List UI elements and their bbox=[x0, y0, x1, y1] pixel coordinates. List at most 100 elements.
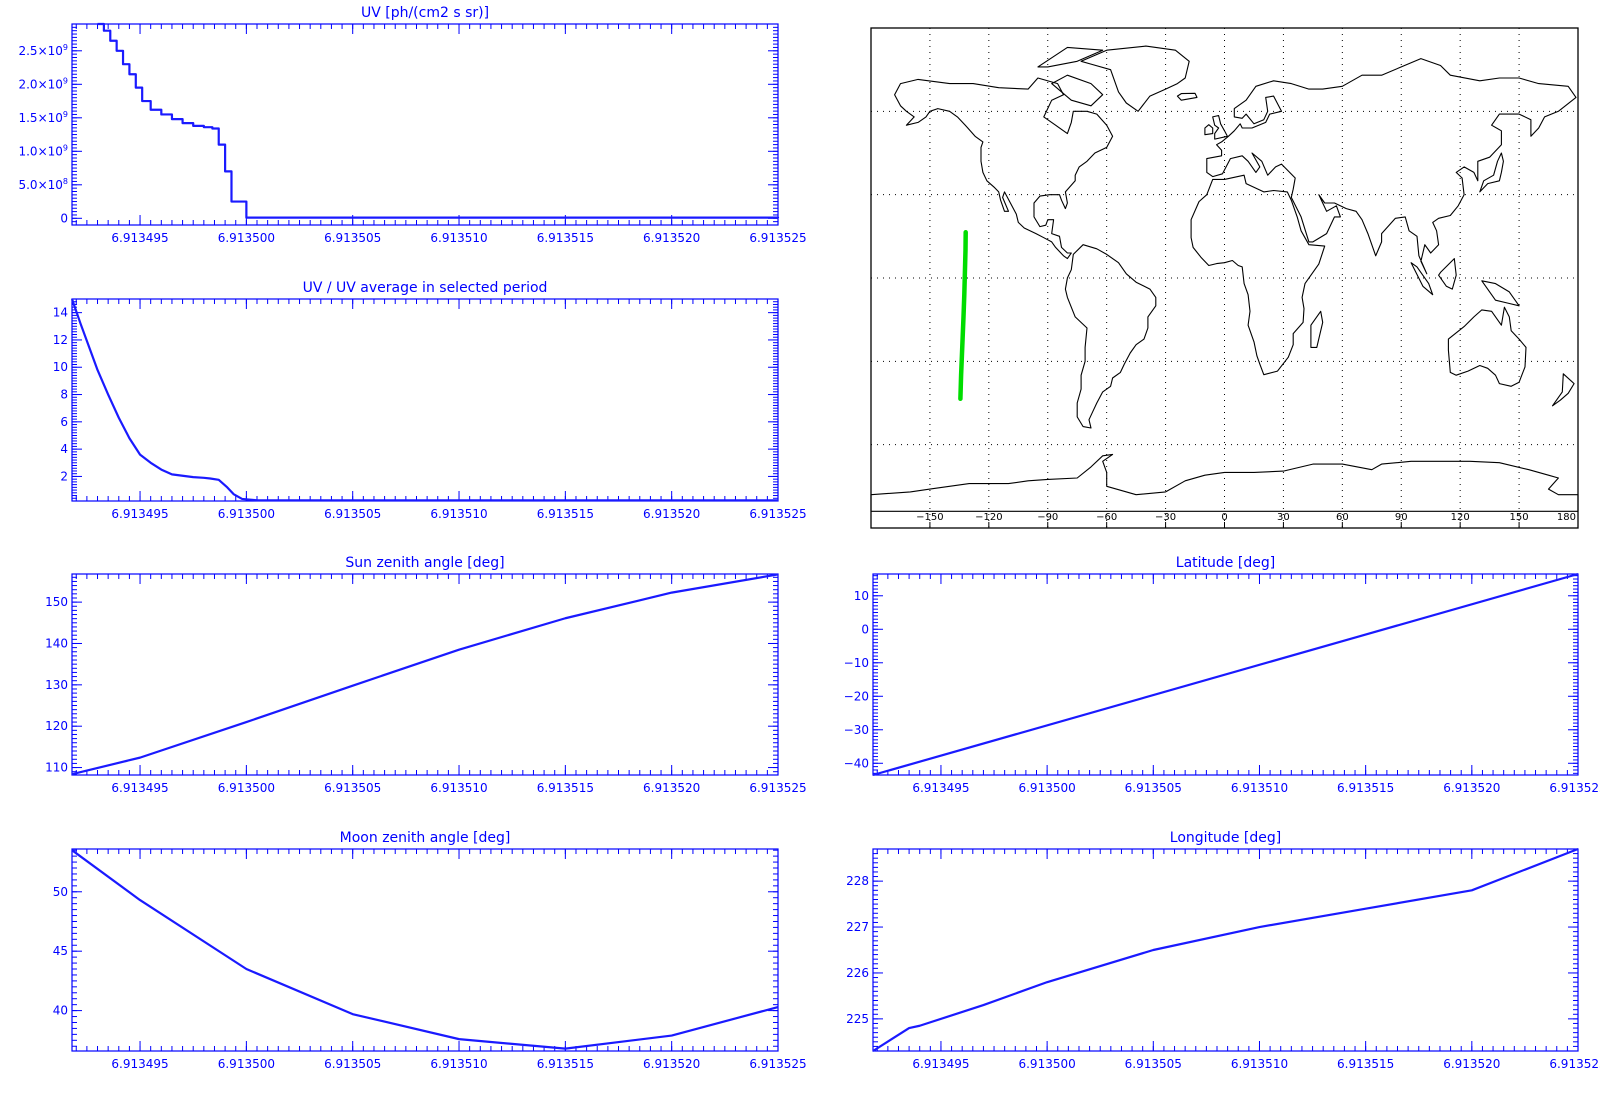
y-tick-exponent: 9 bbox=[63, 76, 68, 85]
coastline-new-guinea bbox=[1481, 280, 1520, 307]
x-tick-label: 6.913495 bbox=[111, 781, 168, 795]
panel-uv: UV [ph/(cm2 s sr)] 6.913495 6.913500 6.9135… bbox=[18, 5, 806, 245]
map-lon-label: −60 bbox=[1096, 512, 1117, 523]
x-tick-label: 6.913495 bbox=[111, 507, 168, 521]
map-lon-label: 150 bbox=[1510, 512, 1529, 523]
map-lon-label: 60 bbox=[1336, 512, 1349, 523]
coastline-japan bbox=[1479, 152, 1504, 193]
coastline-greenland bbox=[1080, 45, 1190, 112]
x-tick-label: 6.913515 bbox=[537, 231, 594, 245]
y-tick-mantissa: 0 bbox=[60, 211, 68, 225]
x-tick-label: 6.913515 bbox=[1337, 1057, 1394, 1071]
x-tick-label: 6.913510 bbox=[1231, 1057, 1288, 1071]
coastline-new-zealand bbox=[1551, 373, 1575, 407]
series-line-uv_ratio bbox=[70, 298, 778, 502]
chart-title: Longitude [deg] bbox=[1170, 830, 1281, 846]
coastline-antarctica bbox=[870, 453, 1579, 512]
x-tick-label: 6.913510 bbox=[1231, 781, 1288, 795]
x-tick-label: 6.913500 bbox=[218, 781, 275, 795]
y-tick-exponent: 9 bbox=[63, 43, 68, 52]
x-tick-label: 6.913520 bbox=[1443, 1057, 1500, 1071]
y-tick-label: 228 bbox=[846, 874, 869, 888]
x-tick-label: 6.913500 bbox=[218, 1057, 275, 1071]
panel-longitude: Longitude [deg] 6.913495 6.913500 6.913505 6… bbox=[846, 830, 1600, 1071]
x-tick-label: 6.913525 bbox=[749, 507, 806, 521]
plot-frame bbox=[872, 573, 1579, 776]
panel-ground-track-map: −150 −120 −90 −60 −30 0 30 60 90 120 150 180 bbox=[870, 27, 1579, 529]
x-tick-label: 6.913525 bbox=[749, 781, 806, 795]
coastline-baffin bbox=[1051, 74, 1104, 107]
map-frame bbox=[870, 27, 1579, 529]
chart-title: UV [ph/(cm2 s sr)] bbox=[361, 5, 489, 21]
coastline-ireland bbox=[1204, 124, 1214, 136]
map-lon-label: −150 bbox=[916, 512, 943, 523]
y-tick-label: 2.5×109 bbox=[18, 43, 68, 58]
y-tick-label: 8 bbox=[60, 388, 68, 402]
coastline-south-america bbox=[1064, 244, 1157, 429]
y-tick-label: 50 bbox=[53, 885, 68, 899]
chart-title: Latitude [deg] bbox=[1176, 555, 1275, 571]
x-tick-label: 6.913495 bbox=[912, 781, 969, 795]
x-tick-label: 6.913520 bbox=[643, 781, 700, 795]
map-lon-label: 120 bbox=[1451, 512, 1470, 523]
x-tick-label: 6.913495 bbox=[111, 231, 168, 245]
y-tick-label: 4 bbox=[60, 442, 68, 456]
coastline-australia bbox=[1447, 306, 1527, 387]
x-tick-label: 6.913495 bbox=[912, 1057, 969, 1071]
x-tick-label: 6.913520 bbox=[643, 231, 700, 245]
x-tick-label: 6.913510 bbox=[430, 781, 487, 795]
x-tick-label: 6.913520 bbox=[643, 507, 700, 521]
x-tick-label: 6.913505 bbox=[1125, 1057, 1182, 1071]
map-lon-label: 30 bbox=[1277, 512, 1290, 523]
y-tick-label: 110 bbox=[45, 761, 68, 775]
panel-moon_zenith: Moon zenith angle [deg] 6.913495 6.913500 6… bbox=[53, 830, 807, 1071]
y-tick-label: −40 bbox=[844, 756, 869, 770]
x-tick-label: 6.913500 bbox=[218, 507, 275, 521]
y-tick-mantissa: 1.0×10 bbox=[18, 144, 62, 158]
plot-frame bbox=[71, 573, 779, 776]
y-tick-label: 150 bbox=[45, 595, 68, 609]
x-tick-label: 6.913505 bbox=[324, 781, 381, 795]
y-tick-mantissa: 2.0×10 bbox=[18, 77, 62, 91]
y-tick-label: 225 bbox=[846, 1012, 869, 1026]
y-tick-label: 2.0×109 bbox=[18, 76, 68, 91]
chart-title: Moon zenith angle [deg] bbox=[340, 830, 511, 846]
x-tick-label: 6.913505 bbox=[324, 1057, 381, 1071]
y-tick-label: 40 bbox=[53, 1004, 68, 1018]
x-tick-label: 6.913505 bbox=[1125, 781, 1182, 795]
x-tick-label: 6.913505 bbox=[324, 231, 381, 245]
x-tick-label: 6.913525 bbox=[1549, 781, 1600, 795]
plot-frame bbox=[71, 848, 779, 1052]
series-line-uv bbox=[97, 22, 780, 219]
y-tick-label: 227 bbox=[846, 920, 869, 934]
x-tick-label: 6.913495 bbox=[111, 1057, 168, 1071]
x-tick-label: 6.913520 bbox=[1443, 781, 1500, 795]
coastline-borneo bbox=[1438, 258, 1457, 290]
y-tick-label: −30 bbox=[844, 723, 869, 737]
map-lon-label: −90 bbox=[1037, 512, 1058, 523]
y-tick-label: 140 bbox=[45, 636, 68, 650]
series-line-longitude bbox=[872, 847, 1579, 1052]
panel-latitude: Latitude [deg] 6.913495 6.913500 6.913505 6.… bbox=[844, 555, 1600, 795]
y-tick-label: 2 bbox=[60, 469, 68, 483]
x-tick-label: 6.913525 bbox=[749, 231, 806, 245]
x-tick-label: 6.913520 bbox=[643, 1057, 700, 1071]
map-lon-label: −120 bbox=[975, 512, 1002, 523]
y-tick-exponent: 9 bbox=[63, 143, 68, 152]
x-tick-label: 6.913500 bbox=[218, 231, 275, 245]
x-tick-label: 6.913510 bbox=[430, 1057, 487, 1071]
map-lon-label: 90 bbox=[1395, 512, 1408, 523]
ground-track-line bbox=[958, 229, 968, 402]
map-lon-label: 180 bbox=[1557, 512, 1576, 523]
map-lon-label: −30 bbox=[1155, 512, 1176, 523]
x-tick-label: 6.913505 bbox=[324, 507, 381, 521]
coastline-north-america bbox=[894, 77, 1114, 260]
chart-title: Sun zenith angle [deg] bbox=[345, 555, 504, 571]
coastline-sumatra bbox=[1410, 262, 1434, 296]
y-tick-label: 12 bbox=[53, 333, 68, 347]
y-tick-label: 130 bbox=[45, 678, 68, 692]
x-tick-label: 6.913500 bbox=[1018, 1057, 1075, 1071]
y-tick-mantissa: 5.0×10 bbox=[18, 178, 62, 192]
x-tick-label: 6.913515 bbox=[1337, 781, 1394, 795]
chart-title: UV / UV average in selected period bbox=[303, 280, 548, 296]
